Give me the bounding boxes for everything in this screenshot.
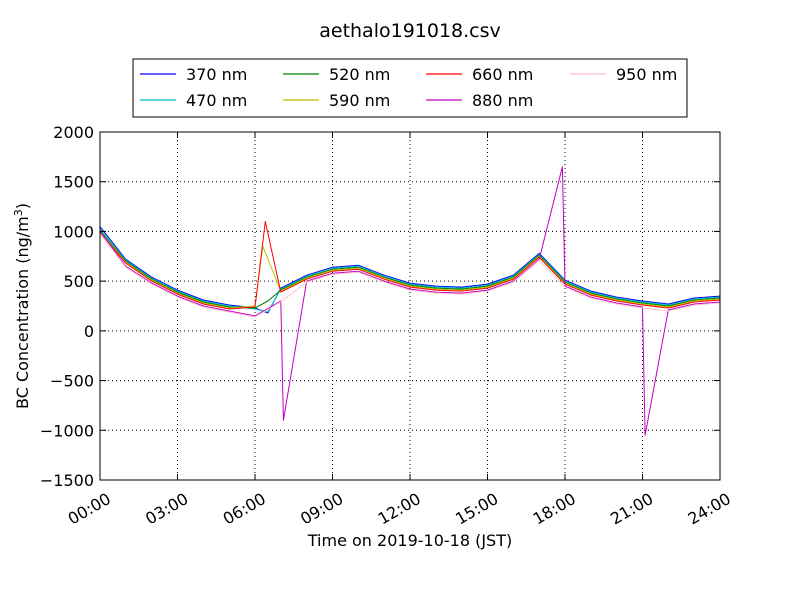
y-tick-label: 1500 [53,173,94,192]
y-axis-label-main: BC Concentration (ng/m [13,216,32,409]
y-tick-label: 1000 [53,222,94,241]
x-axis-label: Time on 2019-10-18 (JST) [307,531,512,550]
y-tick-label: −1500 [40,471,94,490]
y-tick-label: −1000 [40,421,94,440]
y-tick-label: −500 [50,372,94,391]
chart-title: aethalo191018.csv [319,20,501,42]
y-axis-label-end: ) [13,203,32,209]
series-line [99,231,721,309]
y-tick-label: 500 [63,272,94,291]
legend-box [132,58,688,118]
series-line [99,228,721,313]
series-layer [99,166,721,436]
legend-label: 660 nm [472,65,533,84]
legend-label: 520 nm [329,65,390,84]
legend-label: 590 nm [329,91,390,110]
series-line [99,226,721,314]
y-axis-label-sup: 3 [12,209,25,216]
legend-label: 950 nm [616,65,677,84]
legend-label: 370 nm [186,65,247,84]
legend-label: 470 nm [186,91,247,110]
y-axis-label: BC Concentration (ng/m3) [12,203,32,409]
series-line [99,221,721,310]
legend: 370 nm 470 nm 520 nm 590 nm 660 nm 880 nm 950 … [132,58,688,118]
y-tick-label: 0 [84,322,94,341]
series-line [99,233,721,318]
series-line [99,230,721,309]
y-tick-label: 2000 [53,123,94,142]
legend-label: 880 nm [472,91,533,110]
series-line [99,166,721,436]
grid [100,132,720,480]
